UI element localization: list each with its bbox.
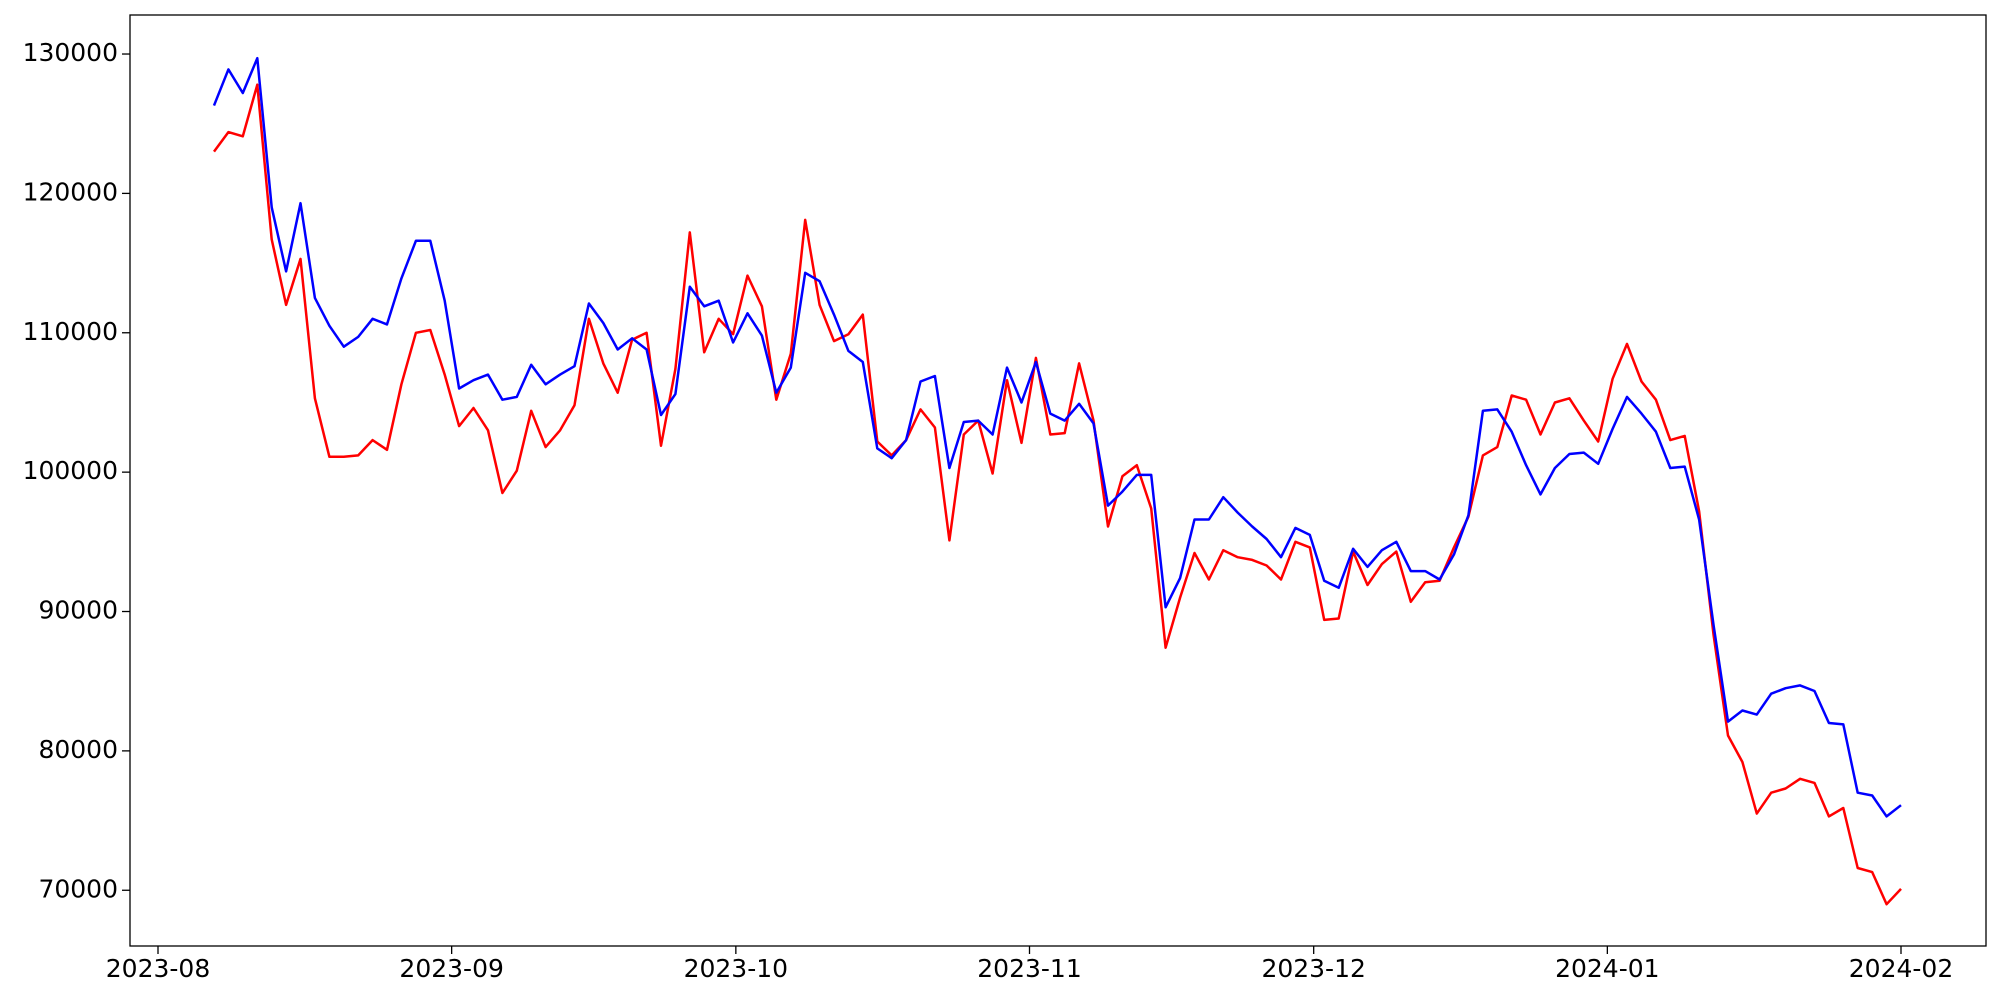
- y-tick-label: 70000: [38, 874, 118, 903]
- x-tick-label: 2023-08: [106, 954, 210, 983]
- x-tick-label: 2024-01: [1555, 954, 1659, 983]
- x-tick-label: 2023-11: [977, 954, 1081, 983]
- x-tick-label: 2023-09: [399, 954, 503, 983]
- series-line: [212, 83, 1902, 906]
- plot-frame: [129, 14, 1987, 947]
- x-tick-label: 2023-12: [1261, 954, 1365, 983]
- y-tick-label: 90000: [38, 596, 118, 625]
- x-tick-label: 2023-10: [684, 954, 788, 983]
- y-tick-label: 130000: [23, 38, 118, 67]
- x-tick-label: 2024-02: [1849, 954, 1953, 983]
- y-tick-label: 120000: [23, 177, 118, 206]
- y-tick-label: 110000: [23, 317, 118, 346]
- series-line: [212, 56, 1902, 818]
- y-tick-label: 100000: [23, 456, 118, 485]
- y-tick-label: 80000: [38, 735, 118, 764]
